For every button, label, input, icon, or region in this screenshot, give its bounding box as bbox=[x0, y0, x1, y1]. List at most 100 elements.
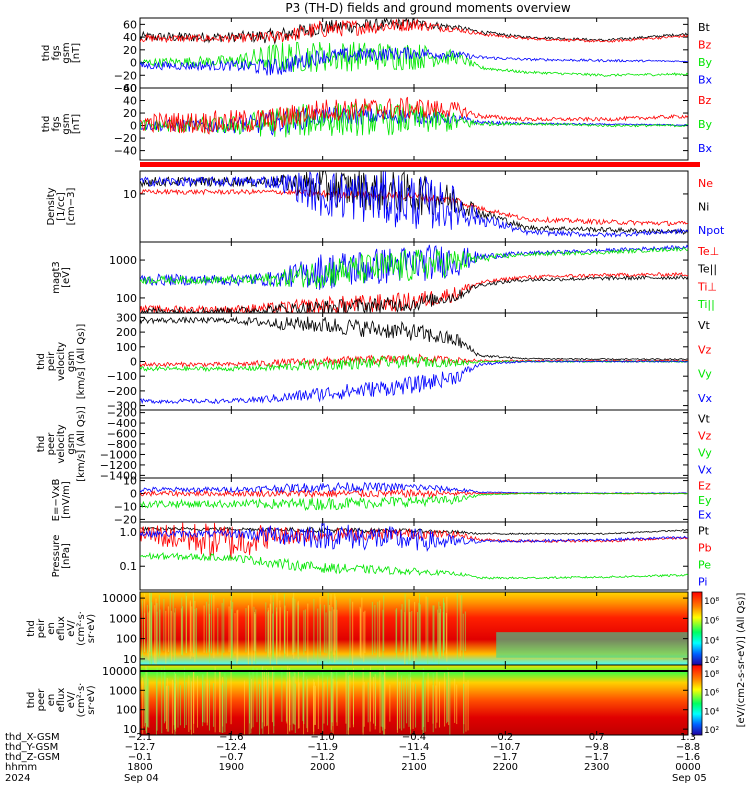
legend-vt: Vt bbox=[698, 413, 711, 426]
series-line-black bbox=[140, 316, 688, 361]
legend-te: Te⊥ bbox=[697, 245, 719, 258]
y-tick-label: 1.0 bbox=[120, 526, 138, 539]
legend-by: By bbox=[698, 118, 713, 131]
x-tick-value: 2200 bbox=[493, 762, 518, 773]
y-tick-label: 100 bbox=[116, 633, 137, 646]
colorbar-tick-label: 10² bbox=[704, 726, 719, 736]
x-tick-value: 0.2 bbox=[497, 732, 513, 743]
y-tick-label: 1000 bbox=[109, 684, 137, 697]
y-axis-label-line: eflux bbox=[56, 688, 67, 713]
colorbar-tick-label: 10⁸ bbox=[704, 597, 719, 607]
y-axis-label-line: gsm bbox=[66, 351, 77, 372]
series-line-red bbox=[140, 522, 688, 561]
x-tick-value: 1.3 bbox=[680, 732, 696, 743]
y-axis-label-line: [eV] bbox=[61, 267, 72, 288]
legend-pb: Pb bbox=[698, 542, 712, 555]
legend-vy: Vy bbox=[698, 368, 712, 381]
legend-ey: Ey bbox=[698, 494, 712, 507]
y-tick-label: 20 bbox=[123, 107, 137, 120]
series-line-red bbox=[140, 271, 688, 313]
y-tick-label: 100 bbox=[116, 292, 137, 305]
legend-pi: Pi bbox=[698, 576, 707, 589]
y-tick-label: −40 bbox=[114, 145, 137, 158]
colorbar-tick-label: 10² bbox=[704, 656, 719, 666]
y-axis-label-line: fgs bbox=[51, 45, 62, 60]
legend-vy: Vy bbox=[698, 447, 712, 460]
y-axis-label-line: [km/s] (All Qs)] bbox=[76, 406, 87, 482]
y-axis-label: E=−VxB[mV/m] bbox=[51, 479, 72, 522]
panel-pressure: 1.0 0.1 Pressure[nPa] Pt Pb Pe Pi bbox=[51, 521, 712, 591]
series-group bbox=[140, 171, 688, 238]
y-tick-label: 40 bbox=[123, 95, 137, 108]
y-tick-label: −1400 bbox=[100, 469, 137, 482]
series-group bbox=[140, 244, 688, 313]
series-line-blue bbox=[140, 171, 688, 238]
y-axis-label-line: (cm²·s· bbox=[76, 611, 87, 646]
colorbar-tick-label: 10⁶ bbox=[704, 617, 719, 627]
y-axis-label-line: gsm bbox=[61, 42, 72, 63]
legend-pt: Pt bbox=[698, 525, 710, 538]
y-tick-label: 10 bbox=[123, 723, 137, 736]
x-tick-value: Sep 05 bbox=[672, 773, 707, 784]
x-row-label: thd_Y-GSM bbox=[5, 742, 58, 753]
x-tick-value: 0000 bbox=[675, 762, 700, 773]
x-tick-value: −11.9 bbox=[307, 742, 338, 753]
series-line-blue bbox=[140, 360, 688, 405]
y-tick-label: 1000 bbox=[109, 612, 137, 625]
series-line-green bbox=[140, 551, 688, 580]
legend-ez: Ez bbox=[698, 479, 711, 492]
y-axis-label: thdpeervelocitygsm[km/s] (All Qs)] bbox=[36, 406, 87, 482]
x-tick-value: 1900 bbox=[219, 762, 244, 773]
series-line-red bbox=[140, 18, 688, 44]
series-line-green bbox=[140, 355, 688, 373]
y-axis-label-line: peir bbox=[46, 351, 57, 371]
panel-peer_en: 10000 1000 100 10 thdpeerenefluxeV/(cm²·s·sr… bbox=[26, 664, 689, 736]
y-tick-label: −1000 bbox=[100, 448, 137, 461]
colorbar-tick-label: 10⁶ bbox=[704, 689, 719, 699]
legend-ti: Ti⊥ bbox=[697, 280, 717, 293]
y-axis-label-line: thd bbox=[36, 436, 47, 453]
series-line-green bbox=[140, 41, 688, 77]
y-axis-label: Pressure[nPa] bbox=[51, 535, 72, 578]
y-tick-label: −200 bbox=[107, 385, 137, 398]
legend-bt: Bt bbox=[698, 21, 711, 34]
colorbars: 10⁸ 10⁶ 10⁴ 10² 10⁸ 10⁶ 10⁴ 10² [eV/(cm2-s-sr-eV… bbox=[691, 591, 747, 736]
x-tick-value: −9.8 bbox=[585, 742, 609, 753]
figure-title: P3 (TH-D) fields and ground moments over… bbox=[285, 1, 570, 15]
y-tick-label: −300 bbox=[107, 400, 137, 413]
y-axis-label-line: velocity bbox=[56, 424, 67, 463]
x-tick-value: −10.7 bbox=[490, 742, 521, 753]
colorbar-label: [eV/(cm2-s-sr-eV)] (All Qs)] bbox=[736, 592, 747, 727]
y-tick-label: 10000 bbox=[102, 592, 137, 605]
series-group bbox=[140, 481, 688, 512]
y-tick-label: −20 bbox=[114, 513, 137, 526]
x-tick-value: 1800 bbox=[127, 762, 152, 773]
y-axis-label-line: thd bbox=[41, 45, 52, 62]
x-tick-value: −0.7 bbox=[219, 752, 243, 763]
x-tick-value: −8.8 bbox=[676, 742, 700, 753]
y-axis-label-line: en bbox=[46, 622, 57, 635]
x-tick-value: −0.4 bbox=[402, 732, 426, 743]
y-axis-label: Density[1/cc][cm−3] bbox=[46, 187, 77, 225]
x-tick-value: −1.6 bbox=[219, 732, 243, 743]
series-line-black bbox=[140, 526, 688, 536]
x-tick-value: −2.1 bbox=[128, 732, 152, 743]
panels-group: 6040200−20−40thdfgsgsm[nT]BtBzByBx604020… bbox=[26, 17, 725, 736]
y-tick-label: 10 bbox=[123, 475, 137, 488]
y-axis-label-line: peer bbox=[36, 688, 47, 712]
y-axis-label-line: [cm−3] bbox=[66, 188, 77, 226]
y-axis-label-line: eflux bbox=[56, 616, 67, 641]
y-tick-label: −40 bbox=[114, 82, 137, 95]
x-tick-value: −1.5 bbox=[402, 752, 426, 763]
y-tick-label: −1200 bbox=[100, 459, 137, 472]
x-tick-value: 2100 bbox=[401, 762, 426, 773]
y-tick-label: 200 bbox=[116, 326, 137, 339]
y-axis-label-line: peer bbox=[46, 432, 57, 456]
y-axis-label-line: [mV/m] bbox=[61, 481, 72, 519]
panel-peer_vel: −200−400−600−800−1000−1200−1400 thdpeerve… bbox=[36, 406, 713, 482]
series-line-green bbox=[140, 246, 688, 289]
y-axis-label: magt3[eV] bbox=[51, 261, 72, 294]
y-tick-label: 20 bbox=[123, 44, 137, 57]
